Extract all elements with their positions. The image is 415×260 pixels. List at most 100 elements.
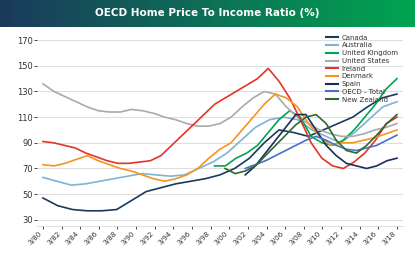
Denmark <box>295 105 300 108</box>
Ireland <box>180 134 185 137</box>
New Zealand <box>344 149 349 152</box>
United States <box>73 100 78 103</box>
United States <box>40 82 45 85</box>
Ireland <box>276 80 281 83</box>
Ireland <box>255 77 260 80</box>
Australia <box>281 116 286 119</box>
Denmark <box>73 158 78 161</box>
Denmark <box>284 96 289 100</box>
Australia <box>83 182 88 185</box>
OECD - Total <box>273 154 278 157</box>
United States <box>129 108 134 111</box>
United Kingdom <box>223 164 228 167</box>
Denmark <box>273 93 278 96</box>
Denmark <box>206 157 211 160</box>
Spain <box>354 164 359 167</box>
Ireland <box>115 162 120 165</box>
New Zealand <box>273 144 278 147</box>
Ireland <box>190 123 195 126</box>
Canada <box>262 141 267 144</box>
Australia <box>267 118 272 121</box>
United Kingdom <box>352 128 356 132</box>
Spain <box>253 164 258 167</box>
Canada <box>395 93 400 96</box>
Canada <box>335 122 340 125</box>
New Zealand <box>324 122 329 125</box>
Denmark <box>383 132 388 135</box>
Denmark <box>40 163 45 166</box>
Canada <box>321 128 326 132</box>
Denmark <box>96 159 101 162</box>
Denmark <box>395 128 400 132</box>
United States <box>195 125 200 128</box>
Ireland <box>94 155 99 159</box>
Denmark <box>350 141 355 144</box>
Australia <box>310 128 315 132</box>
Canada <box>129 199 134 202</box>
OECD - Total <box>253 163 258 166</box>
New Zealand <box>314 113 319 116</box>
Australia <box>125 175 130 178</box>
Ireland <box>159 154 164 157</box>
United States <box>328 132 333 135</box>
Legend: Canada, Australia, United Kingdom, United States, Ireland, Denmark, Spain, OECD : Canada, Australia, United Kingdom, Unite… <box>325 33 399 104</box>
Denmark <box>372 136 377 139</box>
Denmark <box>173 177 178 180</box>
United States <box>295 116 300 119</box>
Ireland <box>352 160 356 164</box>
Spain <box>263 152 268 155</box>
United States <box>372 128 377 132</box>
United Kingdom <box>309 135 314 138</box>
Text: OECD Home Price To Income Ratio (%): OECD Home Price To Income Ratio (%) <box>95 8 320 18</box>
United States <box>339 135 344 138</box>
Canada <box>350 116 355 119</box>
Australia <box>366 118 371 121</box>
New Zealand <box>263 154 268 157</box>
Ireland <box>341 167 346 170</box>
United States <box>118 110 123 114</box>
OECD - Total <box>303 139 308 142</box>
Ireland <box>320 157 325 160</box>
New Zealand <box>364 144 369 147</box>
Ireland <box>51 141 56 144</box>
Ireland <box>266 67 271 70</box>
Denmark <box>129 170 134 173</box>
United States <box>284 105 289 108</box>
OECD - Total <box>293 144 298 147</box>
OECD - Total <box>384 139 389 142</box>
OECD - Total <box>395 134 400 137</box>
Denmark <box>229 141 234 144</box>
OECD - Total <box>334 144 339 147</box>
United Kingdom <box>373 103 378 106</box>
United States <box>85 105 90 108</box>
Spain <box>364 167 369 170</box>
United States <box>63 95 68 98</box>
Denmark <box>317 135 322 138</box>
United States <box>395 122 400 125</box>
Denmark <box>239 128 244 132</box>
Denmark <box>140 173 145 177</box>
Ireland <box>62 144 67 147</box>
New Zealand <box>303 116 308 119</box>
Canada <box>217 173 222 177</box>
Australia <box>97 180 102 183</box>
OECD - Total <box>374 144 379 147</box>
Line: Spain: Spain <box>245 115 397 175</box>
Ireland <box>126 162 131 165</box>
OECD - Total <box>263 159 268 162</box>
Australia <box>210 160 215 164</box>
Australia <box>40 176 45 179</box>
Denmark <box>306 122 311 125</box>
Denmark <box>107 163 112 166</box>
United Kingdom <box>320 141 325 144</box>
Line: Denmark: Denmark <box>43 94 397 181</box>
Spain <box>344 162 349 165</box>
United Kingdom <box>341 139 346 142</box>
Denmark <box>184 173 189 177</box>
Canada <box>144 190 149 193</box>
New Zealand <box>243 170 248 173</box>
Spain <box>374 164 379 167</box>
New Zealand <box>233 172 238 175</box>
Denmark <box>63 162 68 165</box>
United States <box>96 109 101 112</box>
